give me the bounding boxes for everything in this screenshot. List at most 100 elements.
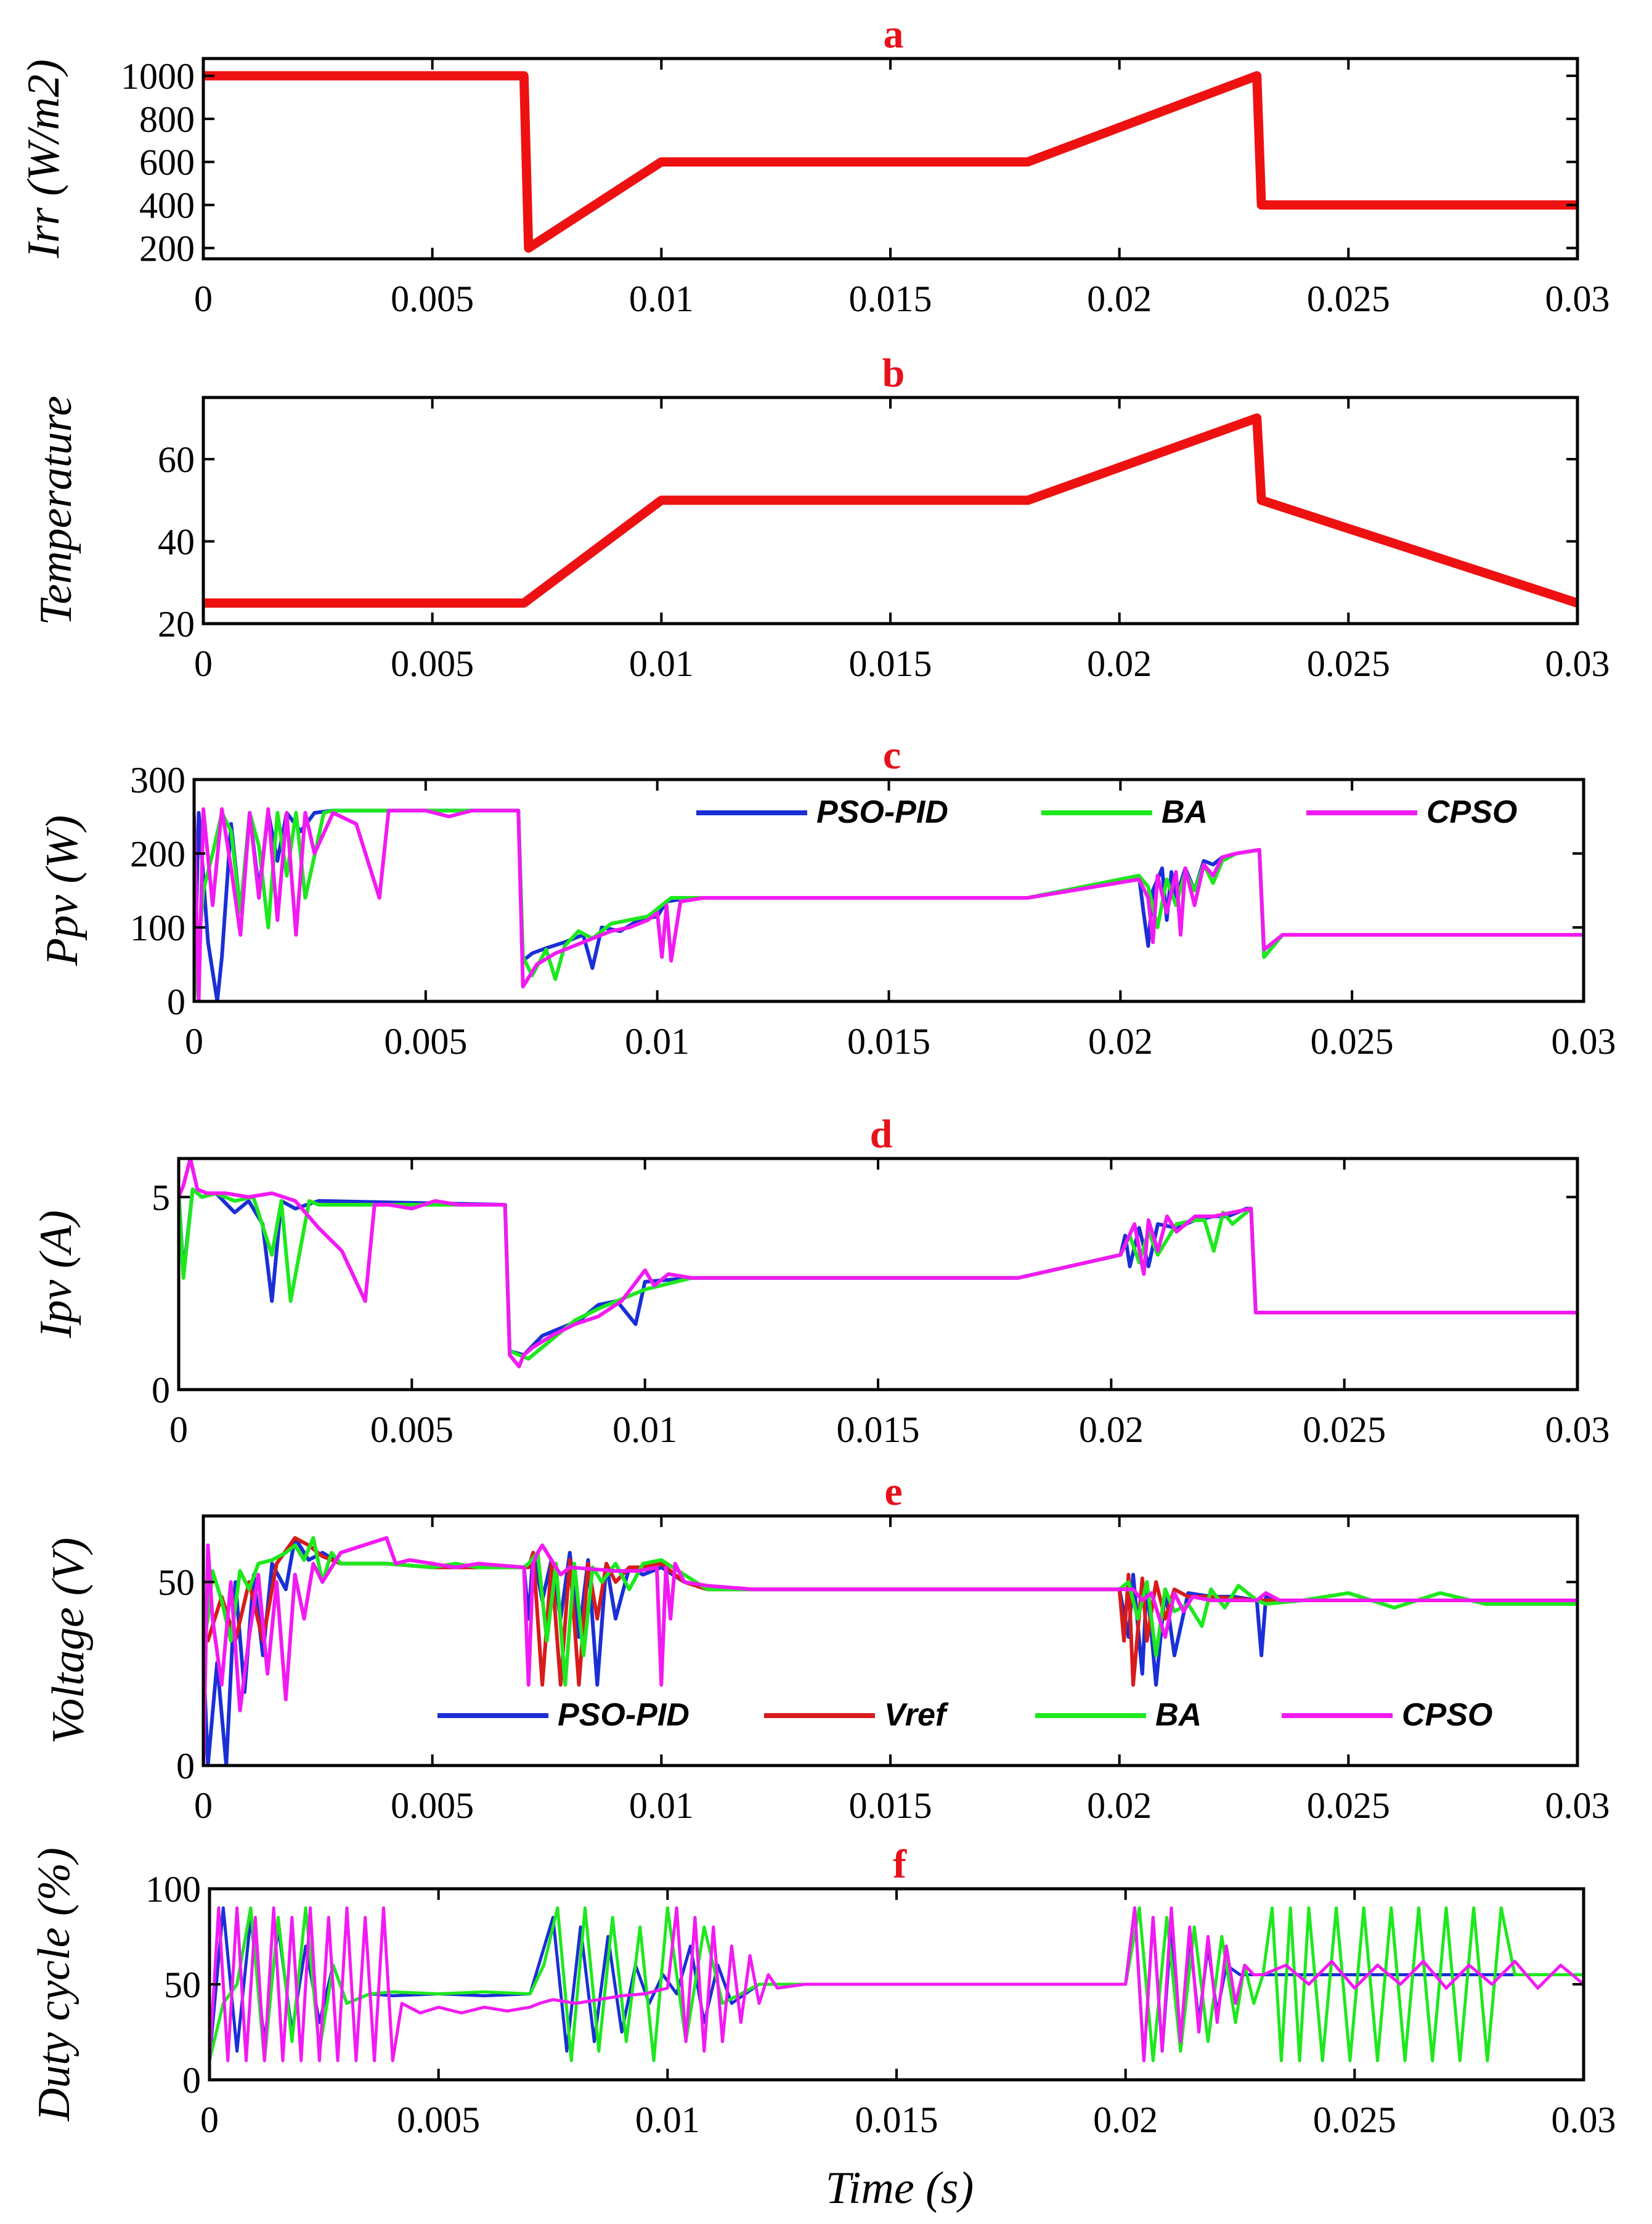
y-tick-label: 50 — [158, 1562, 195, 1603]
y-tick-label: 60 — [158, 439, 195, 480]
x-tick-label: 0.025 — [1303, 1409, 1386, 1450]
plot-frame — [201, 396, 1579, 625]
y-axis-label: Duty cycle (%) — [29, 1847, 79, 2122]
x-tick-label: 0.015 — [849, 279, 932, 319]
y-tick-label: 100 — [130, 908, 185, 948]
series-line-ba — [179, 1187, 1577, 1361]
x-tick-label: 0.01 — [629, 643, 694, 684]
x-tick-label: 0.01 — [612, 1409, 677, 1450]
x-tick-label: 0.02 — [1087, 279, 1152, 319]
x-tick-label: 0.015 — [849, 643, 932, 684]
panel-title: a — [884, 12, 904, 57]
panel-e: 0 0.005 0.01 0.015 0.02 0.025 0.03 0 50 Voltage (… — [43, 1469, 1610, 1826]
x-tick-label: 0.03 — [1552, 1021, 1616, 1062]
x-tick-label: 0.025 — [1307, 279, 1390, 319]
x-tick-label: 0.02 — [1093, 2100, 1158, 2140]
x-tick-label: 0 — [194, 643, 213, 684]
legend-label: CPSO — [1426, 794, 1517, 830]
series-line-pso-pid — [210, 1906, 1584, 2063]
series-group — [210, 1906, 1584, 2063]
panel-d: 0 0.005 0.01 0.015 0.02 0.025 0.03 0 5 Ipv (A) d — [31, 1112, 1610, 1450]
y-tick-label: 0 — [152, 1370, 170, 1411]
panel-a: 0 0.005 0.01 0.015 0.02 0.025 0.03 200400600800… — [18, 12, 1610, 319]
panel-title: d — [870, 1112, 893, 1157]
x-tick-label: 0 — [194, 279, 213, 319]
y-axis-label: Ipv (A) — [31, 1210, 81, 1338]
x-tick-label: 0.025 — [1307, 1785, 1390, 1826]
x-tick-label: 0.025 — [1311, 1021, 1394, 1062]
series-line-cpso — [194, 807, 1584, 1001]
y-tick-label: 50 — [164, 1965, 201, 2005]
x-tick-label: 0.005 — [391, 643, 474, 684]
panel-title: e — [884, 1469, 902, 1514]
x-tick-label: 0.03 — [1545, 1785, 1610, 1826]
y-tick-label: 1000 — [121, 56, 195, 97]
series-line-cpso — [203, 1536, 1577, 1766]
y-tick-label: 200 — [139, 229, 195, 269]
panel-c: 0 0.005 0.01 0.015 0.02 0.025 0.03 0 100 200 300 Pp… — [37, 733, 1616, 1062]
panel-title: c — [883, 733, 901, 778]
series-line-cpso — [179, 1159, 1577, 1369]
y-tick-label: 200 — [130, 834, 185, 874]
y-axis-label: Irr (W/m2) — [18, 59, 69, 259]
x-axis-label: Time (s) — [826, 2163, 974, 2214]
x-tick-label: 0.01 — [629, 279, 694, 319]
y-axis-label: Temperature — [31, 396, 81, 625]
y-axis-label: Ppv (W) — [37, 815, 87, 966]
x-tick-label: 0.03 — [1545, 279, 1610, 319]
series-group — [194, 807, 1584, 1001]
x-tick-label: 0.025 — [1313, 2100, 1396, 2140]
y-tick-label: 20 — [158, 604, 195, 645]
x-tick-label: 0.015 — [847, 1021, 930, 1062]
x-tick-label: 0.01 — [629, 1785, 694, 1826]
legend-label: BA — [1162, 794, 1208, 830]
series-line-pso-pid — [194, 809, 1584, 1001]
series-line-temperature — [203, 413, 1577, 608]
x-tick-label: 0.005 — [391, 1785, 474, 1826]
x-tick-label: 0.015 — [855, 2100, 938, 2140]
y-axis-label: Voltage (V) — [43, 1538, 94, 1744]
legend-label: Vref — [884, 1697, 949, 1733]
x-tick-label: 0.005 — [384, 1021, 467, 1062]
x-tick-label: 0.015 — [849, 1785, 932, 1826]
y-tick-label: 0 — [182, 2060, 201, 2101]
x-tick-label: 0.015 — [837, 1409, 920, 1450]
x-tick-label: 0.03 — [1545, 1409, 1610, 1450]
x-tick-label: 0.025 — [1307, 643, 1390, 684]
x-tick-label: 0 — [200, 2100, 219, 2140]
x-tick-label: 0.02 — [1088, 1021, 1153, 1062]
x-tick-label: 0.02 — [1079, 1409, 1144, 1450]
y-tick-label: 100 — [145, 1869, 201, 1910]
y-tick-label: 0 — [167, 982, 185, 1022]
x-tick-label: 0.03 — [1545, 643, 1610, 684]
y-tick-label: 400 — [139, 185, 195, 226]
x-tick-label: 0.02 — [1087, 1785, 1152, 1826]
series-line-cpso — [210, 1906, 1584, 2063]
y-tick-label: 0 — [176, 1746, 195, 1786]
series-group — [179, 1159, 1577, 1369]
legend-label: PSO-PID — [816, 794, 948, 830]
series-line-pso-pid — [179, 1187, 1577, 1357]
legend-label: BA — [1155, 1697, 1202, 1733]
series-line-ba — [194, 809, 1584, 1001]
panel-f: 0 0.005 0.01 0.015 0.02 0.025 0.03 0 50 100 Duty c… — [29, 1842, 1616, 2140]
series-line-vref — [203, 1536, 1577, 1687]
series-group — [203, 413, 1577, 608]
y-tick-label: 600 — [139, 142, 195, 183]
x-tick-label: 0.005 — [391, 279, 474, 319]
series-line-irradiance — [203, 71, 1577, 253]
y-tick-label: 300 — [130, 760, 185, 800]
x-tick-label: 0.03 — [1552, 2100, 1616, 2140]
panel-title: b — [882, 351, 905, 396]
panel-title: f — [893, 1842, 907, 1887]
legend-label: PSO-PID — [558, 1697, 690, 1733]
x-tick-label: 0.01 — [625, 1021, 690, 1062]
series-group — [203, 71, 1577, 253]
x-tick-label: 0 — [185, 1021, 203, 1062]
x-tick-label: 0 — [169, 1409, 188, 1450]
x-tick-label: 0.005 — [397, 2100, 480, 2140]
panel-b: 0 0.005 0.01 0.015 0.02 0.025 0.03 20 40 60 Temper… — [31, 351, 1610, 684]
y-tick-label: 5 — [152, 1178, 170, 1218]
x-tick-label: 0.005 — [370, 1409, 454, 1450]
